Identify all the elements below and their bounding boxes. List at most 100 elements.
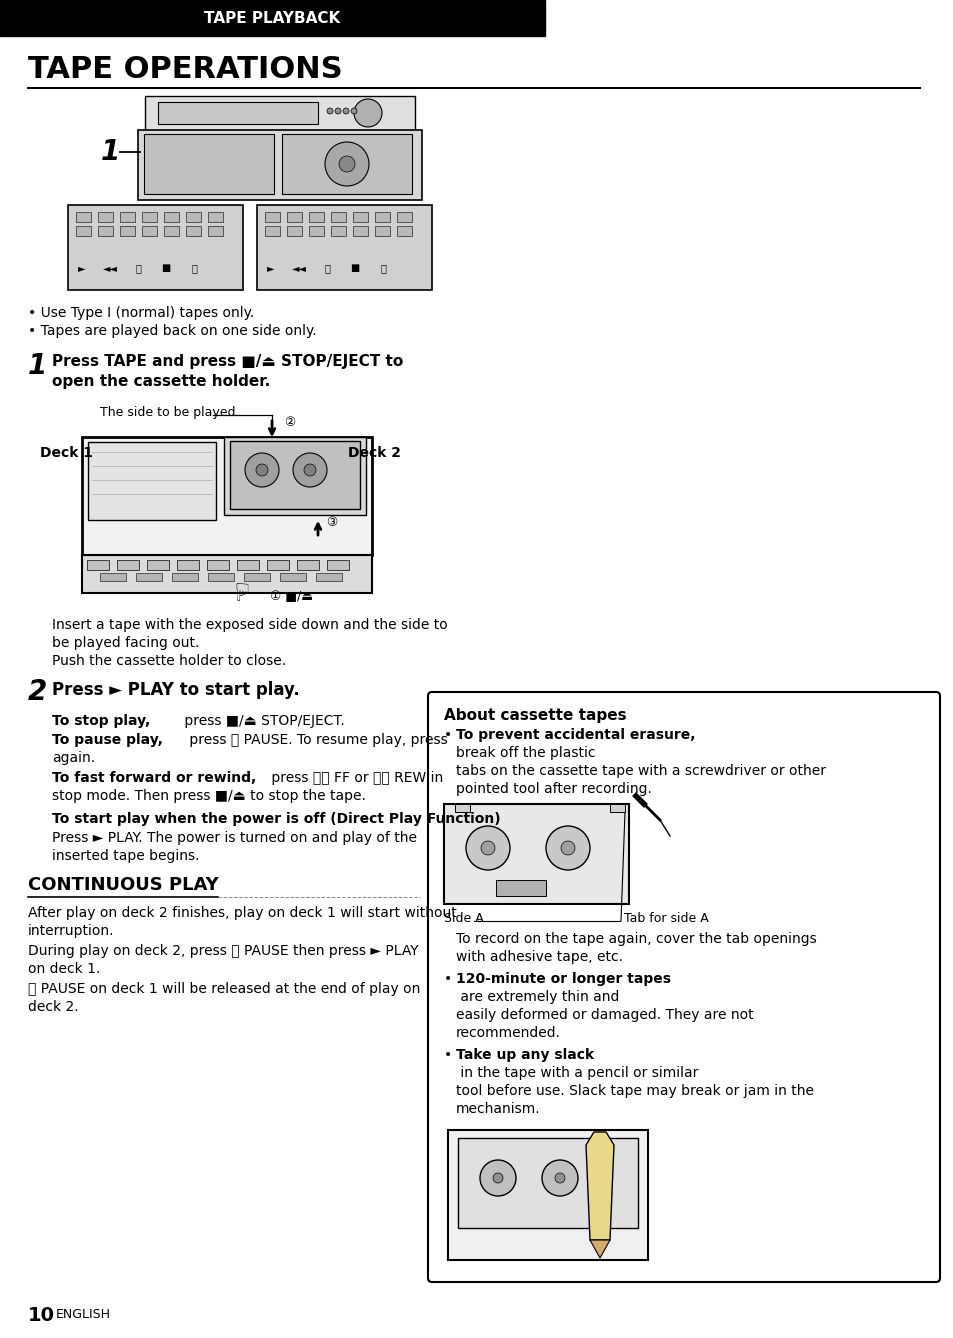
- Circle shape: [335, 108, 340, 114]
- Text: recommended.: recommended.: [456, 1026, 560, 1040]
- Circle shape: [327, 108, 333, 114]
- Bar: [142, 211, 157, 222]
- Text: be played facing out.: be played facing out.: [52, 636, 199, 650]
- Text: •: •: [443, 971, 456, 986]
- Text: tool before use. Slack tape may break or jam in the: tool before use. Slack tape may break or…: [456, 1084, 813, 1098]
- Circle shape: [560, 842, 575, 855]
- Text: To start play when the power is off (Direct Play Function): To start play when the power is off (Dir…: [52, 812, 500, 826]
- Bar: [280, 573, 306, 581]
- Text: After play on deck 2 finishes, play on deck 1 will start without: After play on deck 2 finishes, play on d…: [28, 906, 456, 921]
- Text: ENGLISH: ENGLISH: [56, 1309, 111, 1321]
- Bar: [207, 561, 229, 570]
- Text: ◄◄: ◄◄: [102, 264, 117, 273]
- Bar: [327, 561, 349, 570]
- Bar: [331, 226, 346, 235]
- Polygon shape: [589, 1240, 609, 1258]
- Text: To fast forward or rewind,: To fast forward or rewind,: [52, 771, 256, 785]
- Text: Deck 2: Deck 2: [348, 446, 400, 460]
- Bar: [142, 226, 157, 235]
- Bar: [448, 1131, 647, 1260]
- Bar: [265, 211, 280, 222]
- Bar: [375, 211, 390, 222]
- Text: ②: ②: [284, 416, 294, 428]
- FancyBboxPatch shape: [428, 692, 939, 1282]
- Bar: [353, 226, 368, 235]
- Text: • Use Type I (normal) tapes only.: • Use Type I (normal) tapes only.: [28, 306, 254, 320]
- Bar: [396, 226, 412, 235]
- Bar: [82, 555, 372, 593]
- Text: ⏩: ⏩: [324, 264, 330, 273]
- Text: 120-minute or longer tapes: 120-minute or longer tapes: [456, 971, 670, 986]
- Text: pointed tool after recording.: pointed tool after recording.: [456, 781, 651, 796]
- Circle shape: [255, 464, 268, 476]
- Circle shape: [465, 826, 510, 870]
- Circle shape: [479, 1160, 516, 1196]
- Text: mechanism.: mechanism.: [456, 1103, 540, 1116]
- Text: press ■/⏏ STOP/EJECT.: press ■/⏏ STOP/EJECT.: [180, 714, 344, 728]
- Bar: [353, 211, 368, 222]
- Text: Press TAPE and press ■/⏏ STOP/EJECT to: Press TAPE and press ■/⏏ STOP/EJECT to: [52, 355, 403, 369]
- Bar: [224, 438, 366, 515]
- Text: 1: 1: [28, 352, 48, 380]
- Circle shape: [541, 1160, 578, 1196]
- Bar: [147, 561, 169, 570]
- Circle shape: [555, 1173, 564, 1183]
- Bar: [282, 134, 412, 194]
- Text: are extremely thin and: are extremely thin and: [456, 990, 618, 1004]
- Text: Insert a tape with the exposed side down and the side to: Insert a tape with the exposed side down…: [52, 618, 447, 632]
- Bar: [164, 211, 179, 222]
- Bar: [256, 205, 432, 290]
- Text: press ⏸ PAUSE. To resume play, press: press ⏸ PAUSE. To resume play, press: [185, 733, 447, 747]
- Text: on deck 1.: on deck 1.: [28, 962, 100, 975]
- Text: ⏩: ⏩: [135, 264, 141, 273]
- Text: ■: ■: [350, 264, 359, 273]
- Text: Press ► PLAY. The power is turned on and play of the: Press ► PLAY. The power is turned on and…: [52, 831, 416, 846]
- Bar: [455, 804, 470, 812]
- Text: •: •: [443, 1048, 456, 1062]
- Circle shape: [354, 99, 381, 127]
- Bar: [172, 573, 198, 581]
- Text: • Tapes are played back on one side only.: • Tapes are played back on one side only…: [28, 324, 316, 339]
- Bar: [98, 211, 112, 222]
- Text: ⏸: ⏸: [379, 264, 386, 273]
- Bar: [244, 573, 270, 581]
- Text: inserted tape begins.: inserted tape begins.: [52, 850, 199, 863]
- Bar: [230, 442, 359, 508]
- Circle shape: [245, 454, 278, 487]
- Bar: [117, 561, 139, 570]
- Circle shape: [545, 826, 589, 870]
- Text: Side A: Side A: [443, 913, 483, 925]
- Bar: [287, 211, 302, 222]
- Circle shape: [304, 464, 315, 476]
- Bar: [609, 804, 624, 812]
- Text: with adhesive tape, etc.: with adhesive tape, etc.: [456, 950, 622, 963]
- Text: 2: 2: [28, 678, 48, 706]
- Text: Tab for side A: Tab for side A: [623, 913, 708, 925]
- Text: Deck 1: Deck 1: [40, 446, 92, 460]
- Bar: [120, 211, 135, 222]
- Bar: [331, 211, 346, 222]
- Text: To record on the tape again, cover the tab openings: To record on the tape again, cover the t…: [456, 933, 816, 946]
- Bar: [309, 226, 324, 235]
- Text: open the cassette holder.: open the cassette holder.: [52, 375, 270, 389]
- Text: ⏸ PAUSE on deck 1 will be released at the end of play on: ⏸ PAUSE on deck 1 will be released at th…: [28, 982, 420, 995]
- Text: deck 2.: deck 2.: [28, 999, 78, 1014]
- Bar: [145, 96, 415, 131]
- Text: TAPE PLAYBACK: TAPE PLAYBACK: [204, 11, 340, 25]
- Bar: [396, 211, 412, 222]
- Text: Push the cassette holder to close.: Push the cassette holder to close.: [52, 654, 286, 668]
- Bar: [208, 573, 233, 581]
- Text: •: •: [443, 728, 456, 743]
- Bar: [315, 573, 341, 581]
- Text: press ⏩⏩ FF or ⏪⏪ REW in: press ⏩⏩ FF or ⏪⏪ REW in: [267, 771, 443, 785]
- Bar: [267, 561, 289, 570]
- Bar: [457, 1139, 638, 1228]
- Bar: [98, 226, 112, 235]
- Text: During play on deck 2, press ⏸ PAUSE then press ► PLAY: During play on deck 2, press ⏸ PAUSE the…: [28, 945, 418, 958]
- Bar: [100, 573, 126, 581]
- Text: The side to be played: The side to be played: [100, 405, 235, 419]
- Text: Press ► PLAY to start play.: Press ► PLAY to start play.: [52, 681, 299, 698]
- Text: CONTINUOUS PLAY: CONTINUOUS PLAY: [28, 876, 218, 894]
- Text: Take up any slack: Take up any slack: [456, 1048, 594, 1062]
- Bar: [138, 130, 421, 199]
